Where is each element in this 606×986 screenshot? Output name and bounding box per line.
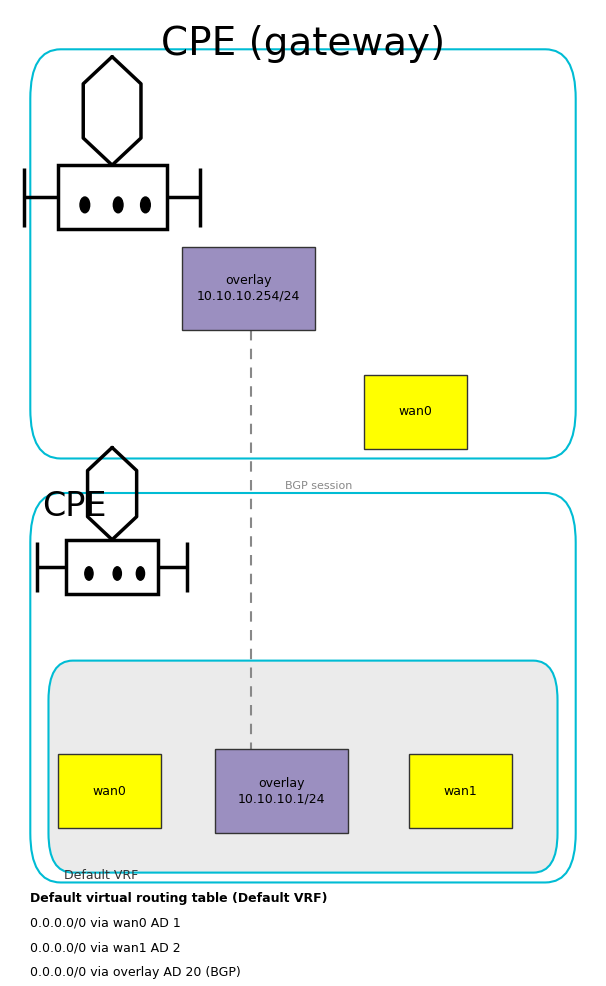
FancyBboxPatch shape <box>409 754 512 828</box>
Text: Default virtual routing table (Default VRF): Default virtual routing table (Default V… <box>30 892 328 905</box>
FancyBboxPatch shape <box>215 749 348 833</box>
Text: CPE (gateway): CPE (gateway) <box>161 25 445 63</box>
Text: 0.0.0.0/0 via wan0 AD 1: 0.0.0.0/0 via wan0 AD 1 <box>30 917 181 930</box>
Circle shape <box>113 197 123 213</box>
FancyBboxPatch shape <box>364 375 467 449</box>
FancyBboxPatch shape <box>66 539 159 595</box>
Circle shape <box>80 197 90 213</box>
FancyBboxPatch shape <box>58 165 167 229</box>
Text: Default VRF: Default VRF <box>64 870 138 882</box>
Text: wan0: wan0 <box>92 785 126 798</box>
Circle shape <box>85 567 93 580</box>
Text: overlay
10.10.10.1/24: overlay 10.10.10.1/24 <box>238 777 325 806</box>
FancyBboxPatch shape <box>30 49 576 458</box>
Text: 0.0.0.0/0 via overlay AD 20 (BGP): 0.0.0.0/0 via overlay AD 20 (BGP) <box>30 966 241 979</box>
Text: overlay
10.10.10.254/24: overlay 10.10.10.254/24 <box>197 274 300 303</box>
FancyBboxPatch shape <box>30 493 576 882</box>
Text: wan0: wan0 <box>398 405 432 418</box>
Text: wan1: wan1 <box>444 785 478 798</box>
Circle shape <box>141 197 150 213</box>
Text: BGP session: BGP session <box>285 481 352 491</box>
Circle shape <box>113 567 121 580</box>
Text: CPE: CPE <box>42 490 107 523</box>
Text: 0.0.0.0/0 via wan1 AD 2: 0.0.0.0/0 via wan1 AD 2 <box>30 942 181 954</box>
FancyBboxPatch shape <box>58 754 161 828</box>
FancyBboxPatch shape <box>182 246 315 330</box>
Circle shape <box>136 567 145 580</box>
FancyBboxPatch shape <box>48 661 558 873</box>
